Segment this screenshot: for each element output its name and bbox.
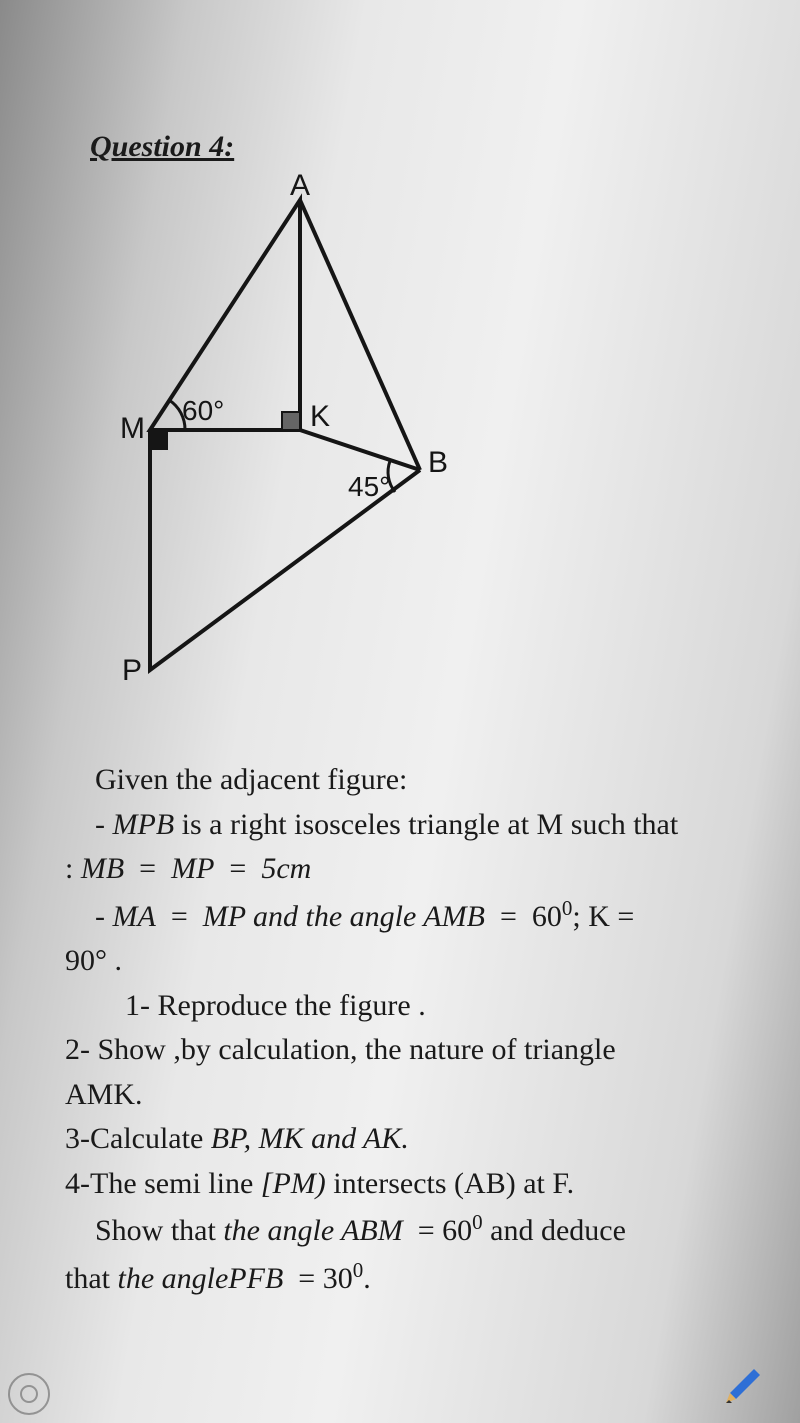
label-P: P — [122, 654, 142, 687]
q4b: Show that the angle ABM = 600 and deduce — [65, 1208, 755, 1252]
label-M: M — [120, 412, 145, 445]
line-k90: 90° . — [65, 941, 755, 982]
line-mpb: - MPB is a right isosceles triangle at M… — [65, 805, 755, 846]
line-given: Given the adjacent figure: — [65, 760, 755, 801]
pencil-icon[interactable] — [720, 1353, 770, 1403]
question-title: Question 4: — [90, 130, 234, 164]
control-circle-icon[interactable] — [8, 1373, 50, 1415]
page: Question 4: A M K B P 60° 45° Given the … — [0, 0, 800, 1423]
q2b: AMK. — [65, 1075, 755, 1116]
line-ma-mp: - MA = MP and the angle AMB = 600; K = — [65, 894, 755, 938]
label-B: B — [428, 446, 448, 479]
label-A: A — [290, 170, 310, 202]
label-ang45: 45° — [348, 471, 390, 502]
line-mb-mp: : MB = MP = 5cm — [65, 849, 755, 890]
geometry-figure: A M K B P 60° 45° — [90, 170, 510, 710]
q4c: that the anglePFB = 300. — [65, 1256, 755, 1300]
question-body: Given the adjacent figure: - MPB is a ri… — [65, 760, 755, 1303]
q2a: 2- Show ,by calculation, the nature of t… — [65, 1030, 755, 1071]
label-ang60: 60° — [182, 395, 224, 426]
q4a: 4-The semi line [PM) intersects (AB) at … — [65, 1164, 755, 1205]
q1: 1- Reproduce the figure . — [65, 986, 755, 1027]
q3: 3-Calculate BP, MK and AK. — [65, 1119, 755, 1160]
label-K: K — [310, 400, 330, 433]
